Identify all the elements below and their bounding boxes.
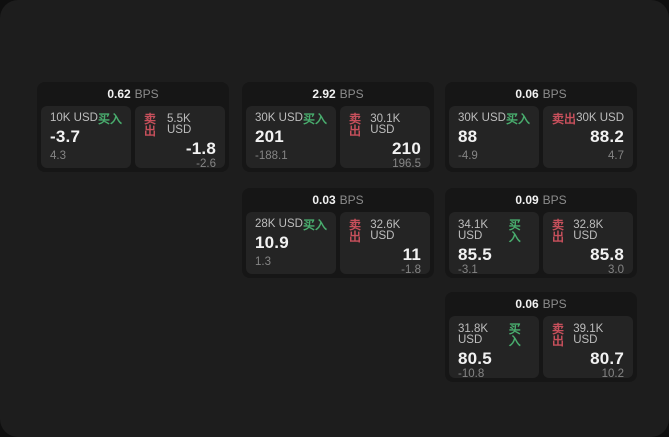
sell-delta: -1.8 (401, 263, 421, 276)
quote-card: 0.62 BPS 10K USD 买入 -3.7 4.3 卖出 5.5K USD… (37, 82, 229, 172)
buy-button[interactable]: 买入 (508, 218, 521, 244)
sell-tile[interactable]: 卖出 39.1K USD 80.7 10.2 (543, 316, 633, 380)
buy-price: 80.5 (458, 349, 492, 368)
buy-button[interactable]: 买入 (505, 112, 530, 126)
buy-size-label: 10K USD (50, 112, 98, 125)
bps-header: 0.06 BPS (445, 82, 637, 106)
sell-button[interactable]: 卖出 (552, 322, 565, 348)
buy-price: -3.7 (50, 127, 81, 146)
sell-price: 210 (392, 139, 421, 158)
sell-price: -1.8 (185, 139, 216, 158)
sell-tile[interactable]: 卖出 30K USD 88.2 4.7 (543, 106, 633, 168)
sell-tile[interactable]: 卖出 32.8K USD 85.8 3.0 (543, 212, 633, 276)
quote-card: 0.09 BPS 34.1K USD 买入 85.5 -3.1 卖出 32.8K… (445, 188, 637, 278)
buy-price: 85.5 (458, 245, 492, 264)
bps-value: 2.92 (312, 87, 336, 101)
buy-button[interactable]: 买入 (302, 218, 327, 232)
bps-header: 0.62 BPS (37, 82, 229, 106)
sell-size-label: 32.8K USD (573, 218, 604, 242)
sell-price: 11 (402, 245, 421, 264)
bps-value: 0.03 (312, 193, 336, 207)
sell-price: 88.2 (590, 127, 624, 146)
bps-header: 2.92 BPS (242, 82, 434, 106)
buy-delta: -10.8 (458, 367, 485, 380)
buy-tile[interactable]: 28K USD 买入 10.9 1.3 (246, 212, 336, 274)
bps-value: 0.06 (515, 87, 539, 101)
buy-delta: 1.3 (255, 255, 271, 268)
buy-button[interactable]: 买入 (302, 112, 327, 126)
sell-size-label: 30K USD (576, 112, 624, 125)
sell-price: 80.7 (590, 349, 624, 368)
bps-value: 0.09 (515, 193, 539, 207)
sell-size-label: 39.1K USD (573, 322, 604, 346)
bps-unit-label: BPS (134, 87, 159, 101)
sell-button[interactable]: 卖出 (552, 218, 565, 244)
sell-delta: 3.0 (608, 263, 624, 276)
sell-delta: 196.5 (392, 157, 421, 170)
bps-value: 0.06 (515, 297, 539, 311)
bps-value: 0.62 (107, 87, 131, 101)
buy-tile[interactable]: 31.8K USD 买入 80.5 -10.8 (449, 316, 539, 380)
quote-card: 0.06 BPS 30K USD 买入 88 -4.9 卖出 30K USD 8… (445, 82, 637, 172)
buy-delta: -4.9 (458, 149, 478, 162)
buy-price: 88 (458, 127, 478, 146)
quote-card: 0.06 BPS 31.8K USD 买入 80.5 -10.8 卖出 39.1… (445, 292, 637, 382)
sell-tile[interactable]: 卖出 30.1K USD 210 196.5 (340, 106, 430, 170)
quote-card: 2.92 BPS 30K USD 买入 201 -188.1 卖出 30.1K … (242, 82, 434, 172)
buy-price: 201 (255, 127, 284, 146)
sell-price: 85.8 (590, 245, 624, 264)
sell-size-label: 32.6K USD (370, 218, 401, 242)
sell-button[interactable]: 卖出 (552, 112, 577, 126)
bps-header: 0.03 BPS (242, 188, 434, 212)
quote-card: 0.03 BPS 28K USD 买入 10.9 1.3 卖出 32.6K US… (242, 188, 434, 278)
bps-unit-label: BPS (542, 87, 567, 101)
bps-unit-label: BPS (339, 193, 364, 207)
sell-tile[interactable]: 卖出 32.6K USD 11 -1.8 (340, 212, 430, 276)
sell-size-label: 5.5K USD (167, 112, 192, 136)
buy-tile[interactable]: 30K USD 买入 201 -188.1 (246, 106, 336, 168)
sell-button[interactable]: 卖出 (349, 218, 362, 244)
buy-delta: 4.3 (50, 149, 66, 162)
bps-unit-label: BPS (542, 297, 567, 311)
buy-size-label: 28K USD (255, 218, 303, 231)
sell-delta: 10.2 (601, 367, 624, 380)
buy-delta: -3.1 (458, 263, 478, 276)
sell-delta: -2.6 (196, 157, 216, 170)
sell-delta: 4.7 (608, 149, 624, 162)
buy-tile[interactable]: 30K USD 买入 88 -4.9 (449, 106, 539, 168)
buy-size-label: 34.1K USD (458, 218, 489, 242)
buy-tile[interactable]: 34.1K USD 买入 85.5 -3.1 (449, 212, 539, 276)
sell-button[interactable]: 卖出 (144, 112, 157, 138)
buy-button[interactable]: 买入 (97, 112, 122, 126)
bps-unit-label: BPS (339, 87, 364, 101)
bps-header: 0.06 BPS (445, 292, 637, 316)
bps-header: 0.09 BPS (445, 188, 637, 212)
sell-button[interactable]: 卖出 (349, 112, 362, 138)
buy-delta: -188.1 (255, 149, 288, 162)
buy-size-label: 30K USD (458, 112, 506, 125)
buy-tile[interactable]: 10K USD 买入 -3.7 4.3 (41, 106, 131, 168)
buy-price: 10.9 (255, 233, 289, 252)
buy-size-label: 30K USD (255, 112, 303, 125)
buy-button[interactable]: 买入 (508, 322, 521, 348)
sell-tile[interactable]: 卖出 5.5K USD -1.8 -2.6 (135, 106, 225, 170)
buy-size-label: 31.8K USD (458, 322, 489, 346)
sell-size-label: 30.1K USD (370, 112, 401, 136)
bps-unit-label: BPS (542, 193, 567, 207)
